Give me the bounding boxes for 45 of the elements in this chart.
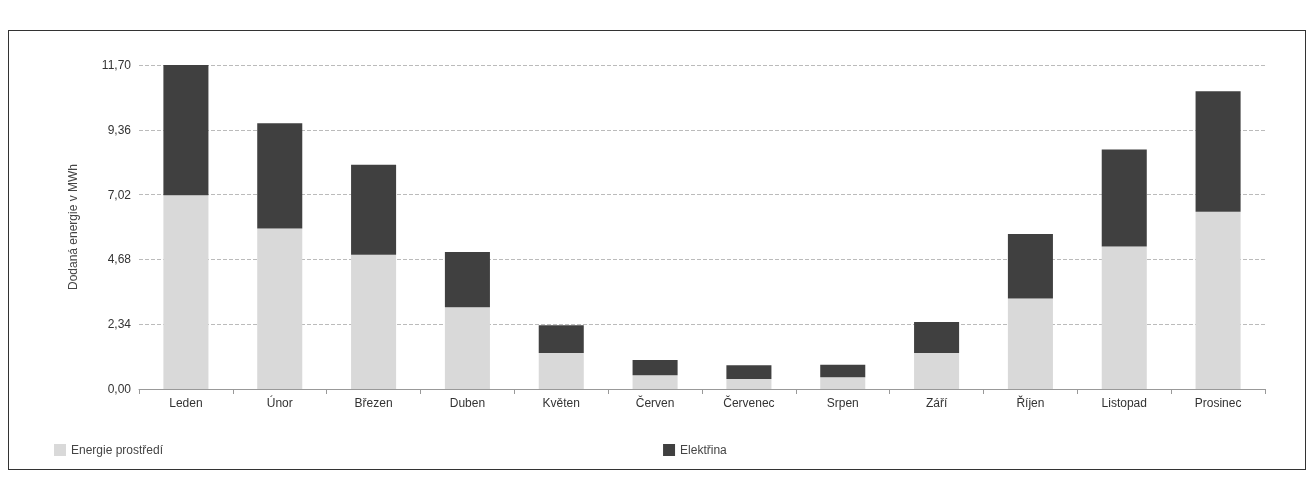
y-tick-label: 0,00 bbox=[107, 382, 132, 396]
bar bbox=[1007, 233, 1053, 299]
x-tick-label: Únor bbox=[266, 395, 293, 410]
bar bbox=[163, 195, 209, 389]
bar bbox=[538, 353, 584, 389]
x-tick-label: Říjen bbox=[1016, 395, 1045, 410]
bar bbox=[351, 164, 397, 255]
y-tick-label: 11,70 bbox=[101, 58, 132, 72]
bar bbox=[538, 325, 584, 353]
bar bbox=[163, 65, 209, 196]
bar bbox=[914, 353, 960, 389]
y-tick-label: 2,34 bbox=[107, 317, 132, 332]
x-tick-label: Březen bbox=[354, 396, 393, 410]
y-tick-label: 4,68 bbox=[107, 252, 132, 267]
bar bbox=[1101, 149, 1147, 247]
bar bbox=[820, 377, 866, 389]
x-tick-label: Červen bbox=[635, 395, 675, 410]
y-axis-title: Dodaná energie v MWh bbox=[66, 163, 80, 291]
bar bbox=[1195, 211, 1241, 389]
legend-label: Energie prostředí bbox=[71, 443, 164, 457]
bar bbox=[257, 123, 303, 229]
bar bbox=[726, 379, 772, 389]
bar bbox=[726, 365, 772, 380]
x-tick-label: Prosinec bbox=[1194, 396, 1242, 410]
bar bbox=[444, 251, 490, 308]
x-tick-label: Srpen bbox=[826, 396, 859, 410]
bar bbox=[914, 321, 960, 353]
x-tick-label: Leden bbox=[169, 396, 203, 410]
legend-label: Elektřina bbox=[680, 443, 728, 457]
x-tick-label: Listopad bbox=[1101, 396, 1147, 410]
bar bbox=[820, 364, 866, 378]
bar bbox=[1007, 298, 1053, 389]
x-tick-label: Květen bbox=[542, 396, 580, 410]
bar bbox=[1101, 246, 1147, 389]
bar bbox=[632, 375, 678, 389]
x-tick-label: Září bbox=[925, 396, 948, 410]
bar bbox=[257, 228, 303, 389]
x-tick-label: Červenec bbox=[723, 395, 775, 410]
x-tick-label: Duben bbox=[449, 396, 486, 410]
bar bbox=[1195, 91, 1241, 212]
y-tick-label: 9,36 bbox=[107, 122, 132, 137]
bar bbox=[444, 307, 490, 389]
bar bbox=[351, 254, 397, 389]
bar bbox=[632, 359, 678, 376]
y-tick-label: 7,02 bbox=[107, 187, 132, 202]
